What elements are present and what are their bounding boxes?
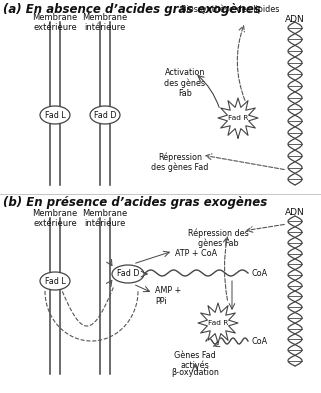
Text: AMP +
PPi: AMP + PPi: [155, 286, 181, 306]
Text: Fad D: Fad D: [117, 270, 139, 279]
Text: Répression des
gènes Fab: Répression des gènes Fab: [188, 228, 248, 248]
Text: Fad R: Fad R: [208, 320, 228, 326]
Text: β-oxydation: β-oxydation: [171, 368, 219, 377]
Ellipse shape: [40, 272, 70, 290]
Text: Répression
des gènes Fad: Répression des gènes Fad: [151, 152, 209, 173]
Text: Membrane
extérieure: Membrane extérieure: [32, 209, 78, 228]
Text: ADN: ADN: [285, 15, 305, 24]
Text: Membrane
extérieure: Membrane extérieure: [32, 13, 78, 32]
Text: Fad L: Fad L: [45, 110, 65, 119]
Text: Biossynthèse des lipides: Biossynthèse des lipides: [181, 5, 279, 15]
Text: (b) En présence d’acides gras exogènes: (b) En présence d’acides gras exogènes: [3, 196, 267, 209]
Text: CoA: CoA: [252, 336, 268, 345]
Text: ADN: ADN: [285, 208, 305, 217]
Text: Gènes Fad
activés: Gènes Fad activés: [174, 351, 216, 370]
Text: Fad L: Fad L: [45, 277, 65, 285]
Polygon shape: [218, 98, 258, 138]
Text: (a) En absence d’acides gras exogènes: (a) En absence d’acides gras exogènes: [3, 3, 261, 16]
Text: Membrane
intérieure: Membrane intérieure: [82, 209, 128, 228]
Ellipse shape: [40, 106, 70, 124]
Text: ATP + CoA: ATP + CoA: [175, 250, 217, 259]
Polygon shape: [198, 303, 238, 343]
Text: CoA: CoA: [252, 268, 268, 277]
Ellipse shape: [90, 106, 120, 124]
Text: Fad R: Fad R: [228, 115, 248, 121]
Ellipse shape: [112, 265, 144, 283]
Text: Membrane
intérieure: Membrane intérieure: [82, 13, 128, 32]
Text: Activation
des gènes
Fab: Activation des gènes Fab: [164, 68, 205, 98]
Text: Fad D: Fad D: [94, 110, 116, 119]
